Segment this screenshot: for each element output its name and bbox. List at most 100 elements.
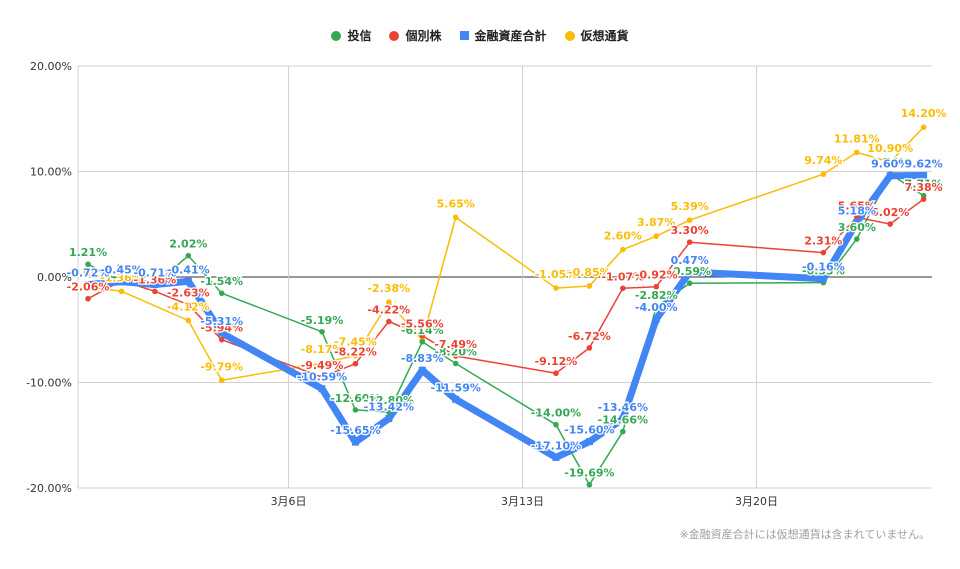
data-point-kaso[interactable] xyxy=(586,283,593,289)
legend-item-toushin[interactable]: 投信 xyxy=(331,27,371,44)
data-label-kinyu: -0.72% xyxy=(67,267,110,280)
data-point-kaso[interactable] xyxy=(820,171,827,178)
data-label-kobetsu: 3.30% xyxy=(671,224,709,237)
data-label-kinyu: -0.16% xyxy=(802,261,845,274)
data-label-kinyu: 9.62% xyxy=(905,158,943,171)
data-point-kobetsu[interactable] xyxy=(352,360,359,367)
data-point-kobetsu[interactable] xyxy=(319,374,325,380)
legend-label-kobetsu: 個別株 xyxy=(405,29,442,43)
data-point-kinyu[interactable] xyxy=(151,280,159,288)
data-point-kobetsu[interactable] xyxy=(452,353,459,359)
data-point-toushin[interactable] xyxy=(586,481,593,488)
data-label-kinyu: 0.47% xyxy=(671,254,709,267)
data-point-kinyu[interactable] xyxy=(418,366,426,374)
data-point-toushin[interactable] xyxy=(185,252,192,259)
data-point-kobetsu[interactable] xyxy=(920,196,927,202)
data-label-kobetsu: -1.36% xyxy=(134,273,177,286)
data-label-kaso: -5.98% xyxy=(401,320,444,333)
data-point-kinyu[interactable] xyxy=(585,438,593,446)
data-label-toushin: -8.20% xyxy=(434,346,477,359)
data-point-kaso[interactable] xyxy=(386,299,392,305)
data-point-kaso[interactable] xyxy=(553,285,559,291)
data-point-kobetsu[interactable] xyxy=(419,332,426,339)
data-point-kobetsu[interactable] xyxy=(152,288,158,295)
data-label-toushin: 2.02% xyxy=(169,238,207,251)
data-point-kinyu[interactable] xyxy=(619,415,627,423)
data-point-kinyu[interactable] xyxy=(552,453,560,461)
data-point-toushin[interactable] xyxy=(452,360,459,367)
data-label-kobetsu: -0.92% xyxy=(635,269,678,282)
data-point-kaso[interactable] xyxy=(620,246,626,253)
data-point-toushin[interactable] xyxy=(620,428,626,435)
data-point-toushin[interactable] xyxy=(85,261,91,268)
data-point-kobetsu[interactable] xyxy=(620,285,626,292)
data-point-kinyu[interactable] xyxy=(853,218,861,226)
data-point-toushin[interactable] xyxy=(386,409,392,415)
data-point-toushin[interactable] xyxy=(853,236,860,242)
data-point-toushin[interactable] xyxy=(553,421,559,428)
data-label-kobetsu: -4.22% xyxy=(367,304,410,317)
data-point-toushin[interactable] xyxy=(218,290,225,297)
legend-item-kobetsu[interactable]: 個別株 xyxy=(389,27,442,44)
data-point-kinyu[interactable] xyxy=(351,438,359,446)
legend-label-toushin: 投信 xyxy=(347,29,372,43)
data-point-kaso[interactable] xyxy=(218,377,225,384)
data-label-kaso: 9.74% xyxy=(804,154,842,167)
data-label-kobetsu: 5.02% xyxy=(871,206,909,219)
data-point-kaso[interactable] xyxy=(452,214,459,221)
data-point-kobetsu[interactable] xyxy=(686,239,693,245)
data-label-kobetsu: -9.12% xyxy=(535,355,578,368)
legend-label-kaso: 仮想通貨 xyxy=(580,29,629,43)
data-point-kinyu[interactable] xyxy=(218,329,226,337)
data-point-kinyu[interactable] xyxy=(385,415,393,423)
data-point-kaso[interactable] xyxy=(853,149,860,156)
data-point-kobetsu[interactable] xyxy=(218,336,225,343)
data-point-kinyu[interactable] xyxy=(318,385,326,393)
data-point-kaso[interactable] xyxy=(887,159,894,165)
data-point-kaso[interactable] xyxy=(352,352,359,359)
data-point-kinyu[interactable] xyxy=(920,172,928,180)
data-point-kaso[interactable] xyxy=(653,233,660,239)
data-point-kinyu[interactable] xyxy=(652,315,660,323)
data-point-kinyu[interactable] xyxy=(819,275,827,283)
data-point-toushin[interactable] xyxy=(319,328,325,335)
data-point-kinyu[interactable] xyxy=(117,278,125,286)
data-point-kaso[interactable] xyxy=(319,360,325,366)
legend-marker-kaso xyxy=(564,30,575,41)
data-label-toushin: 9.76% xyxy=(871,156,909,169)
data-point-kobetsu[interactable] xyxy=(887,221,894,227)
data-point-kobetsu[interactable] xyxy=(653,283,660,290)
data-point-kobetsu[interactable] xyxy=(853,214,860,221)
data-point-kobetsu[interactable] xyxy=(553,370,559,377)
data-point-kobetsu[interactable] xyxy=(586,345,593,351)
data-label-kobetsu: -8.22% xyxy=(334,346,377,359)
data-point-kinyu[interactable] xyxy=(84,281,92,289)
data-label-kinyu: -15.65% xyxy=(330,424,380,437)
data-point-toushin[interactable] xyxy=(686,280,693,287)
data-point-kaso[interactable] xyxy=(920,124,927,130)
data-label-toushin: -12.80% xyxy=(364,394,414,407)
data-point-toushin[interactable] xyxy=(653,303,660,310)
data-label-toushin: -19.69% xyxy=(564,467,614,480)
legend-item-kaso[interactable]: 仮想通貨 xyxy=(564,27,629,44)
data-point-kinyu[interactable] xyxy=(686,268,694,276)
data-label-kaso: 5.39% xyxy=(671,200,709,213)
legend-item-kinyu[interactable]: 金融資産合計 xyxy=(459,27,547,44)
data-label-kobetsu: 2.31% xyxy=(804,235,842,248)
data-label-kaso: -8.17% xyxy=(301,343,344,356)
data-point-kobetsu[interactable] xyxy=(185,301,192,308)
data-point-kobetsu[interactable] xyxy=(820,249,827,256)
data-point-kobetsu[interactable] xyxy=(85,295,91,302)
data-label-kinyu: -0.41% xyxy=(167,263,210,276)
data-point-kinyu[interactable] xyxy=(184,277,192,285)
data-point-kinyu[interactable] xyxy=(452,395,460,403)
data-label-toushin: -14.00% xyxy=(531,407,581,420)
data-point-kaso[interactable] xyxy=(686,217,693,223)
data-point-toushin[interactable] xyxy=(352,407,359,413)
data-point-kobetsu[interactable] xyxy=(386,318,392,325)
data-point-kinyu[interactable] xyxy=(886,172,894,180)
data-point-kaso[interactable] xyxy=(118,288,125,295)
data-point-toushin[interactable] xyxy=(419,338,426,345)
data-point-kaso[interactable] xyxy=(185,317,192,324)
